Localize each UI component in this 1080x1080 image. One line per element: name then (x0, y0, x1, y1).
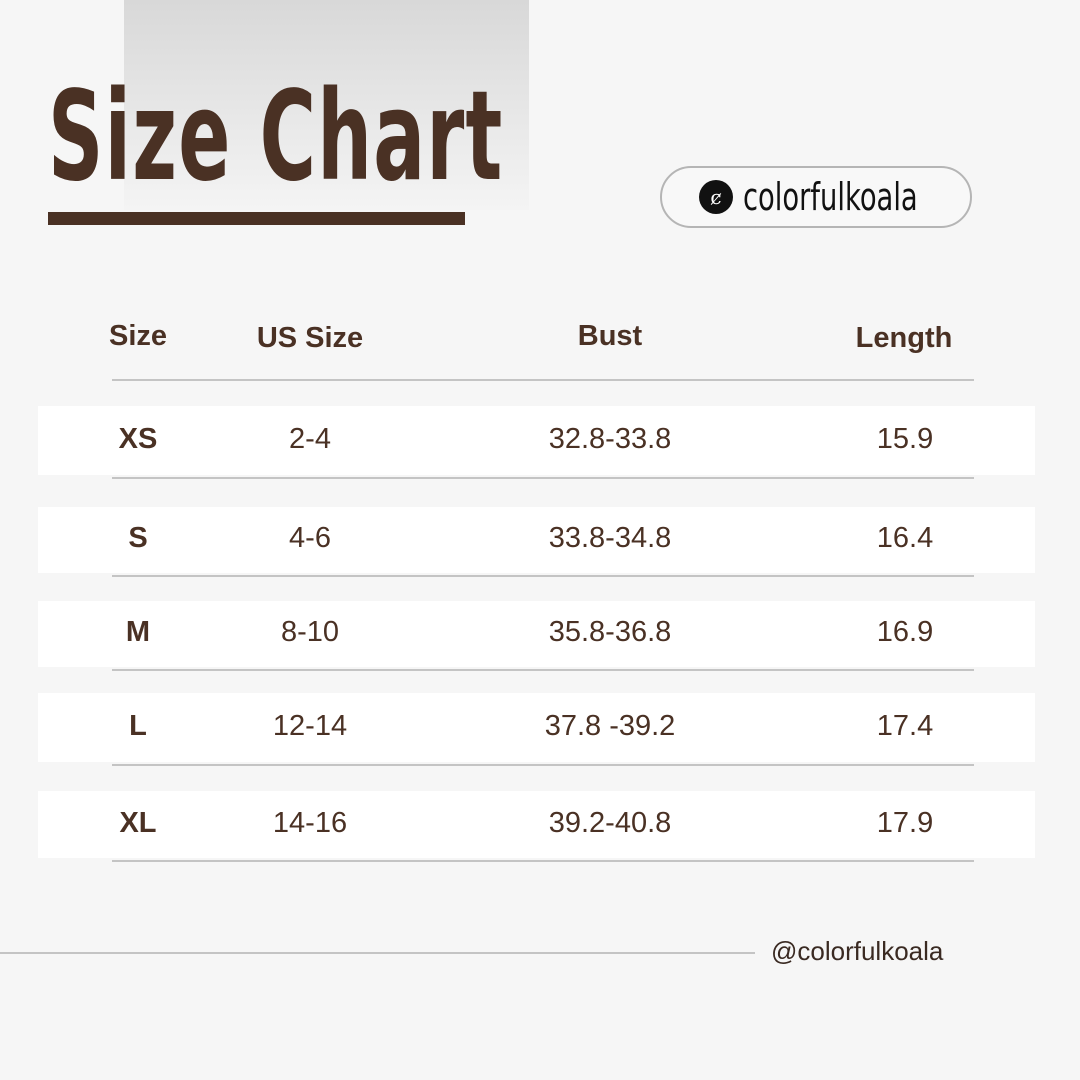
cell-length: 17.4 (876, 709, 934, 742)
row-background (38, 406, 1035, 475)
cell-size: XS (118, 422, 158, 455)
cell-us-size: 14-16 (272, 806, 348, 839)
brand-name: colorfulkoala (743, 175, 918, 219)
cell-length: 16.4 (876, 522, 934, 554)
row-background (38, 693, 1035, 762)
cell-length: 16.9 (876, 616, 934, 648)
cell-us-size: 8-10 (280, 616, 340, 648)
row-background (38, 507, 1035, 573)
cell-size: XL (119, 806, 157, 839)
brand-logo: ȼ colorfulkoala (660, 166, 972, 228)
row-divider (112, 669, 974, 671)
cell-bust: 37.8 -39.2 (544, 709, 676, 742)
cell-length: 15.9 (876, 422, 934, 455)
header-size: Size (108, 320, 168, 352)
cell-bust: 39.2-40.8 (548, 806, 672, 839)
footer-divider (0, 952, 755, 954)
cell-us-size: 2-4 (289, 422, 331, 455)
header-background (124, 0, 529, 210)
cell-length: 17.9 (876, 806, 934, 839)
colorfulkoala-logo-icon: ȼ (699, 180, 733, 214)
cell-size: M (125, 616, 151, 648)
social-handle: @colorfulkoala (771, 936, 944, 966)
header-us-size: US Size (256, 322, 364, 354)
title-underline (48, 212, 465, 225)
header-length: Length (855, 322, 953, 354)
row-divider (112, 764, 974, 766)
row-divider (112, 477, 974, 479)
row-divider (112, 575, 974, 577)
cell-size: L (129, 709, 147, 742)
header-divider (112, 379, 974, 381)
cell-bust: 35.8-36.8 (548, 616, 672, 648)
cell-us-size: 12-14 (272, 709, 348, 742)
cell-size: S (128, 522, 148, 554)
cell-bust: 33.8-34.8 (548, 522, 672, 554)
cell-us-size: 4-6 (289, 522, 331, 554)
row-background (38, 601, 1035, 667)
cell-bust: 32.8-33.8 (548, 422, 672, 455)
row-divider (112, 860, 974, 862)
header-bust: Bust (577, 320, 643, 352)
page-title: Size Chart (48, 65, 504, 209)
row-background (38, 791, 1035, 858)
